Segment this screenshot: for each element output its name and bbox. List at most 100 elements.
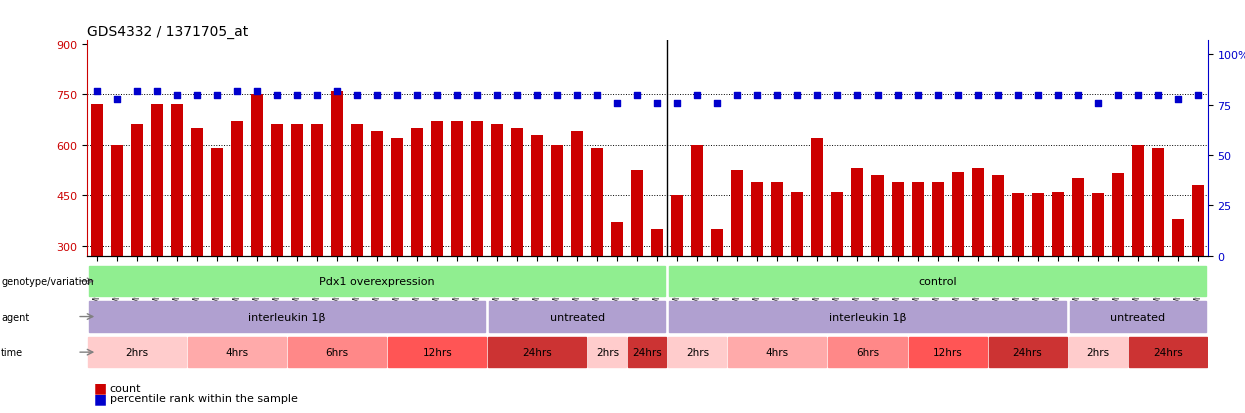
Point [487, 92, 507, 99]
Text: time: time [1, 347, 24, 357]
Point [967, 92, 987, 99]
Point [387, 92, 407, 99]
Point [627, 92, 647, 99]
Bar [669, 337, 726, 368]
Text: 6hrs: 6hrs [326, 347, 349, 357]
Bar [391, 139, 403, 347]
Point [367, 92, 387, 99]
Point [808, 92, 828, 99]
Bar [1172, 219, 1184, 347]
Bar [492, 125, 503, 347]
Point [528, 92, 548, 99]
Point [347, 92, 367, 99]
Bar [1052, 192, 1063, 347]
Bar [828, 337, 906, 368]
Point [1148, 92, 1168, 99]
Point [167, 92, 187, 99]
Text: interleukin 1β: interleukin 1β [249, 312, 326, 322]
Bar [832, 192, 844, 347]
Bar [991, 176, 1003, 347]
Bar [591, 149, 604, 347]
Point [647, 100, 667, 107]
Bar [90, 266, 665, 297]
Point [147, 88, 167, 95]
Bar [989, 337, 1067, 368]
Bar [670, 266, 1205, 297]
Text: control: control [919, 276, 957, 286]
Bar [752, 182, 763, 347]
Text: 24hrs: 24hrs [523, 347, 553, 357]
Point [87, 88, 107, 95]
Point [1068, 92, 1088, 99]
Bar [388, 337, 487, 368]
Bar [911, 182, 924, 347]
Bar [1072, 179, 1083, 347]
Point [828, 92, 848, 99]
Text: 4hrs: 4hrs [766, 347, 789, 357]
Point [687, 92, 707, 99]
Text: agent: agent [1, 312, 30, 322]
Bar [711, 229, 723, 347]
Point [928, 92, 947, 99]
Bar [931, 182, 944, 347]
Point [608, 100, 627, 107]
Text: interleukin 1β: interleukin 1β [829, 312, 906, 322]
Text: percentile rank within the sample: percentile rank within the sample [110, 393, 298, 403]
Bar [91, 105, 103, 347]
Bar [451, 122, 463, 347]
Bar [489, 301, 665, 332]
Bar [671, 196, 684, 347]
Bar [891, 182, 904, 347]
Point [1188, 92, 1208, 99]
Bar [909, 337, 986, 368]
Point [127, 88, 147, 95]
Point [187, 92, 207, 99]
Bar [1112, 174, 1123, 347]
Bar [90, 301, 486, 332]
Point [568, 92, 588, 99]
Text: GDS4332 / 1371705_at: GDS4332 / 1371705_at [87, 25, 249, 39]
Point [508, 92, 528, 99]
Point [107, 96, 127, 103]
Text: 2hrs: 2hrs [1086, 347, 1109, 357]
Text: ■: ■ [93, 381, 107, 395]
Bar [331, 92, 344, 347]
Point [888, 92, 908, 99]
Text: genotype/variation: genotype/variation [1, 276, 93, 286]
Bar [472, 122, 483, 347]
Bar [291, 125, 304, 347]
Bar [852, 169, 864, 347]
Bar [251, 95, 263, 347]
Text: untreated: untreated [550, 312, 605, 322]
Bar [552, 145, 563, 347]
Bar [971, 169, 984, 347]
Bar [151, 105, 163, 347]
Point [427, 92, 447, 99]
Bar [188, 337, 286, 368]
Bar [131, 125, 143, 347]
Point [1027, 92, 1047, 99]
Bar [1152, 149, 1164, 347]
Bar [728, 337, 827, 368]
Point [268, 92, 288, 99]
Bar [488, 337, 586, 368]
Point [727, 92, 747, 99]
Bar [88, 337, 187, 368]
Point [667, 100, 687, 107]
Bar [1132, 145, 1144, 347]
Point [467, 92, 487, 99]
Bar [1191, 185, 1204, 347]
Bar [629, 337, 666, 368]
Bar [670, 301, 1066, 332]
Bar [1011, 194, 1023, 347]
Bar [631, 171, 644, 347]
Point [747, 92, 767, 99]
Point [248, 88, 268, 95]
Bar [271, 125, 283, 347]
Bar [1032, 194, 1043, 347]
Point [1088, 100, 1108, 107]
Bar [1069, 301, 1205, 332]
Bar [1129, 337, 1206, 368]
Bar [651, 229, 664, 347]
Point [1108, 92, 1128, 99]
